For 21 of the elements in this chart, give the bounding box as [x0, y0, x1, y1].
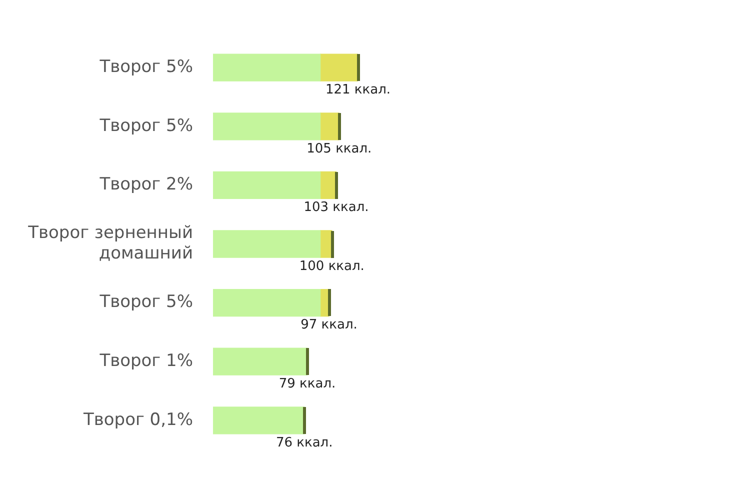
y-tick-label: Творог 2% [98, 174, 193, 195]
annotation: 100 ккал. [299, 258, 364, 274]
bar [213, 54, 321, 82]
annotation: 76 ккал. [276, 435, 333, 450]
annotation: 79 ккал. [278, 376, 336, 392]
bar [213, 171, 321, 200]
y-tick-label: Творог 5% [98, 116, 193, 136]
y-tick-label: Творог 1% [98, 351, 193, 372]
bar [213, 406, 305, 434]
y-tick-label: Творог 5% [98, 57, 193, 78]
annotation: 97 ккал. [300, 318, 358, 333]
bar [213, 112, 321, 140]
y-tick-label: Творог зерненный домашний [27, 223, 193, 264]
annotation: 105 ккал. [306, 141, 372, 156]
bar [213, 348, 308, 376]
y-tick-label: Творог 5% [98, 292, 193, 312]
bar [213, 288, 321, 317]
annotation: 103 ккал. [304, 200, 369, 216]
annotation: 121 ккал. [325, 82, 391, 98]
y-tick-label: Творог 0,1% [82, 410, 193, 430]
bar [213, 230, 321, 258]
